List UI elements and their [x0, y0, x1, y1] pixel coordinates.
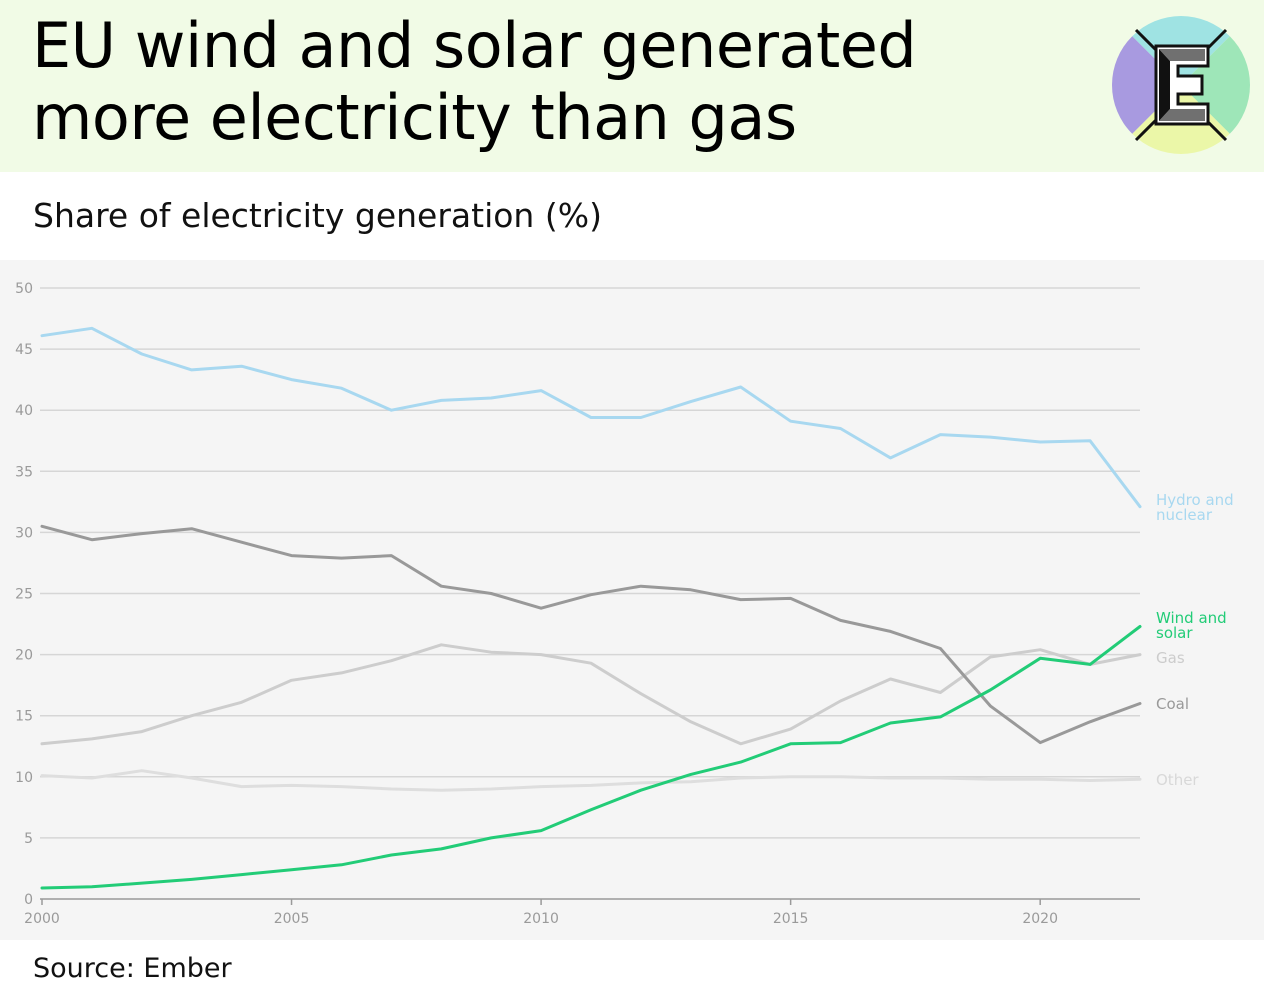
- y-tick-label: 35: [15, 464, 33, 480]
- x-tick-label: 2015: [773, 911, 809, 927]
- source-note: Source: Ember: [33, 953, 232, 984]
- x-tick-label: 2000: [24, 911, 60, 927]
- y-tick-label: 30: [15, 525, 33, 541]
- series-line-other: [40, 769, 1142, 792]
- series-line-coal: [40, 524, 1142, 745]
- x-tick-label: 2005: [274, 911, 310, 927]
- header-banner: EU wind and solar generated more electri…: [0, 0, 1264, 172]
- y-tick-label: 25: [15, 587, 33, 603]
- series-label-other: Other: [1156, 771, 1199, 789]
- series-label-hydro-and-nuclear: nuclear: [1156, 506, 1213, 524]
- chart-subtitle: Share of electricity generation (%): [33, 196, 602, 235]
- y-tick-label: 20: [15, 648, 33, 664]
- y-tick-label: 10: [15, 770, 33, 786]
- x-tick-label: 2010: [523, 911, 559, 927]
- y-tick-label: 40: [15, 403, 33, 419]
- series-label-coal: Coal: [1156, 695, 1189, 713]
- x-tick-label: 2020: [1022, 911, 1058, 927]
- ember-logo-icon: E: [1112, 16, 1250, 154]
- series-line-gas: [40, 643, 1142, 746]
- series-label-wind-and-solar: Wind and: [1156, 609, 1227, 627]
- series-line-hydro-and-nuclear: [40, 326, 1142, 509]
- series-label-wind-and-solar: solar: [1156, 624, 1193, 642]
- y-tick-label: 45: [15, 342, 33, 358]
- y-tick-label: 0: [24, 892, 33, 908]
- y-tick-label: 5: [24, 831, 33, 847]
- plot-area-background: [0, 260, 1264, 940]
- series-line-wind-and-solar: [40, 625, 1142, 890]
- chart-title: EU wind and solar generated more electri…: [32, 9, 917, 154]
- y-tick-label: 50: [15, 281, 33, 297]
- series-label-gas: Gas: [1156, 649, 1185, 667]
- y-tick-label: 15: [15, 709, 33, 725]
- series-label-hydro-and-nuclear: Hydro and: [1156, 491, 1234, 509]
